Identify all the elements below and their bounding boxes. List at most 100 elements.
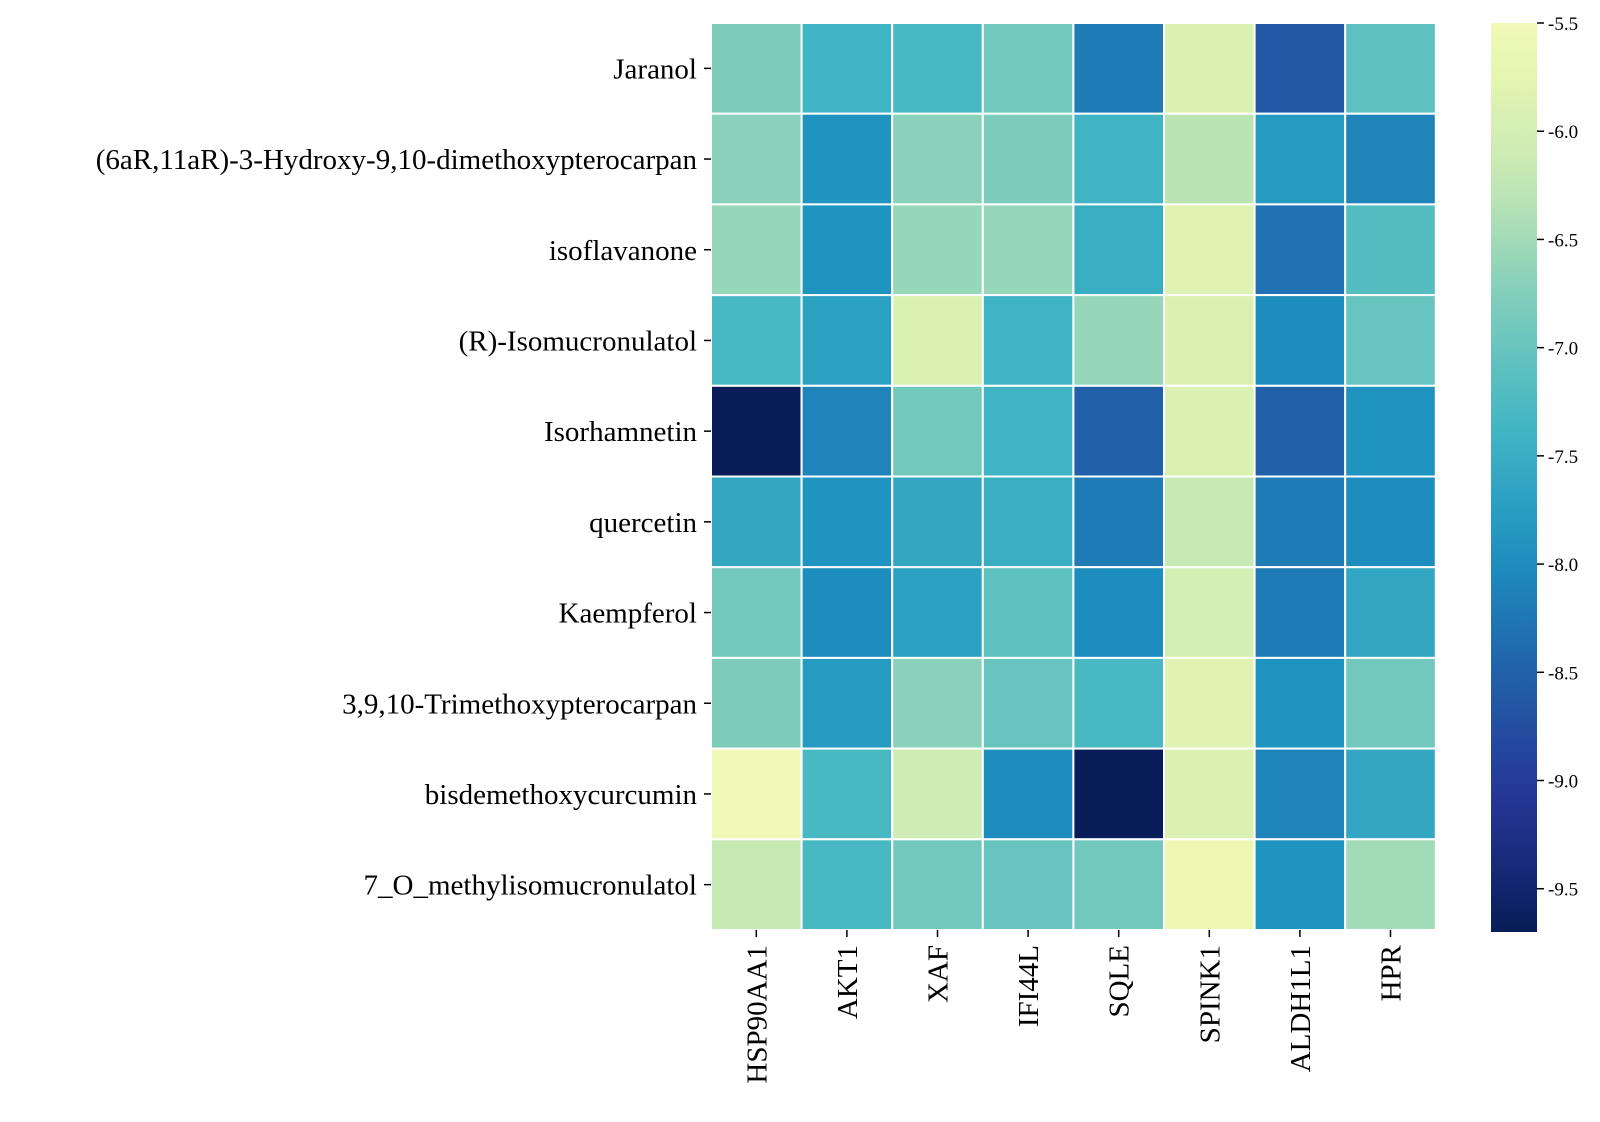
heatmap-cell — [1253, 838, 1347, 931]
heatmap-cell — [1253, 112, 1347, 206]
heatmap-cell — [891, 566, 984, 659]
heatmap-cell — [800, 112, 894, 206]
heatmap-cell — [710, 566, 803, 659]
heatmap-cell — [981, 22, 1075, 115]
heatmap-cell — [891, 656, 984, 750]
heatmap-cell — [800, 384, 894, 478]
heatmap-cell — [891, 22, 984, 115]
heatmap-cell — [710, 475, 803, 569]
heatmap-cell — [1163, 384, 1256, 478]
colorbar-tick-label: -7.0 — [1548, 339, 1578, 360]
colorbar-tick-label: -6.5 — [1548, 230, 1578, 251]
heatmap-cell — [800, 838, 894, 931]
row-label: 3,9,10-Trimethoxypterocarpan — [342, 688, 697, 720]
heatmap-cell — [1344, 294, 1437, 387]
heatmap-cell — [800, 656, 894, 750]
colorbar-tick-label: -9.5 — [1548, 880, 1578, 901]
heatmap-cell — [1253, 203, 1347, 297]
heatmap-cell — [1344, 384, 1437, 478]
row-label: isoflavanone — [549, 235, 697, 267]
heatmap-cell — [800, 294, 894, 387]
colorbar-gradient — [1491, 23, 1537, 932]
heatmap-cell — [710, 22, 803, 115]
heatmap-cell — [981, 656, 1075, 750]
column-label: SPINK1 — [1194, 945, 1226, 1043]
colorbar-tick-label: -6.0 — [1548, 122, 1578, 143]
column-label: HPR — [1376, 944, 1408, 1001]
heatmap-cell — [981, 475, 1075, 569]
column-label: IFI44L — [1013, 945, 1045, 1027]
heatmap-cell — [1163, 475, 1256, 569]
colorbar-tick-label: -8.5 — [1548, 663, 1578, 684]
heatmap-cell — [1163, 747, 1256, 841]
heatmap-cell — [800, 747, 894, 841]
heatmap-cell — [1253, 747, 1347, 841]
heatmap-cell — [1072, 475, 1166, 569]
heatmap-cell — [981, 384, 1075, 478]
heatmap-cell — [1072, 838, 1166, 931]
heatmap-cell — [1163, 294, 1256, 387]
heatmap-cell — [800, 22, 894, 115]
column-label: SQLE — [1104, 945, 1136, 1018]
heatmap-cell — [800, 566, 894, 659]
heatmap-cell — [1253, 384, 1347, 478]
heatmap-cell — [1072, 22, 1166, 115]
heatmap-cell — [891, 203, 984, 297]
row-label: 7_O_methylisomucronulatol — [364, 870, 697, 902]
heatmap-cell — [1344, 112, 1437, 206]
heatmap-cell — [1072, 203, 1166, 297]
heatmap-cell — [891, 112, 984, 206]
heatmap-cell — [710, 294, 803, 387]
heatmap-cell — [1072, 294, 1166, 387]
heatmap-cell — [1163, 203, 1256, 297]
row-label: Kaempferol — [559, 598, 698, 630]
heatmap-cell — [1344, 22, 1437, 115]
heatmap-cell — [1072, 384, 1166, 478]
heatmap-cell — [1253, 294, 1347, 387]
heatmap-cell — [1163, 656, 1256, 750]
row-label: Jaranol — [613, 53, 697, 85]
heatmap-cell — [1163, 112, 1256, 206]
colorbar-tick-label: -7.5 — [1548, 447, 1578, 468]
heatmap-cell — [1072, 656, 1166, 750]
column-label: ALDH1L1 — [1285, 945, 1317, 1072]
heatmap-cell — [981, 294, 1075, 387]
heatmap-cell — [891, 747, 984, 841]
heatmap-cell — [1163, 838, 1256, 931]
heatmap-cell — [981, 203, 1075, 297]
colorbar: -5.5 -6.0 -6.5 -7.0 -7.5 -8.0 -8.5 -9.0 -9.5 — [1491, 14, 1578, 932]
heatmap-cell — [981, 838, 1075, 931]
row-labels: Jaranol (6aR,11aR)-3-Hydroxy-9,10-dimetho… — [96, 53, 711, 902]
heatmap-cells — [710, 22, 1437, 931]
heatmap-cell — [1344, 203, 1437, 297]
heatmap-cell — [981, 747, 1075, 841]
row-label: Isorhamnetin — [544, 416, 698, 448]
heatmap-cell — [1163, 566, 1256, 659]
heatmap-cell — [1072, 112, 1166, 206]
row-label: (6aR,11aR)-3-Hydroxy-9,10-dimethoxyptero… — [96, 144, 698, 176]
heatmap-cell — [981, 112, 1075, 206]
heatmap-cell — [1253, 475, 1347, 569]
row-label: quercetin — [589, 507, 697, 539]
heatmap-cell — [800, 475, 894, 569]
heatmap-cell — [1344, 566, 1437, 659]
heatmap-cell — [1253, 656, 1347, 750]
heatmap-cell — [710, 747, 803, 841]
heatmap-cell — [891, 475, 984, 569]
heatmap-cell — [1072, 566, 1166, 659]
heatmap-cell — [1344, 747, 1437, 841]
heatmap-cell — [891, 294, 984, 387]
heatmap-cell — [981, 566, 1075, 659]
row-label: (R)-Isomucronulatol — [459, 325, 697, 357]
heatmap-cell — [710, 656, 803, 750]
heatmap-cell — [891, 838, 984, 931]
column-labels: HSP90AA1 AKT1 XAF IFI44L SQLE SPINK1 ALDH1L1 HP… — [741, 930, 1408, 1084]
heatmap-cell — [1253, 566, 1347, 659]
column-label: HSP90AA1 — [741, 945, 773, 1084]
heatmap-cell — [800, 203, 894, 297]
heatmap-cell — [1163, 22, 1256, 115]
heatmap-cell — [891, 384, 984, 478]
heatmap-cell — [710, 838, 803, 931]
column-label: AKT1 — [832, 945, 864, 1019]
